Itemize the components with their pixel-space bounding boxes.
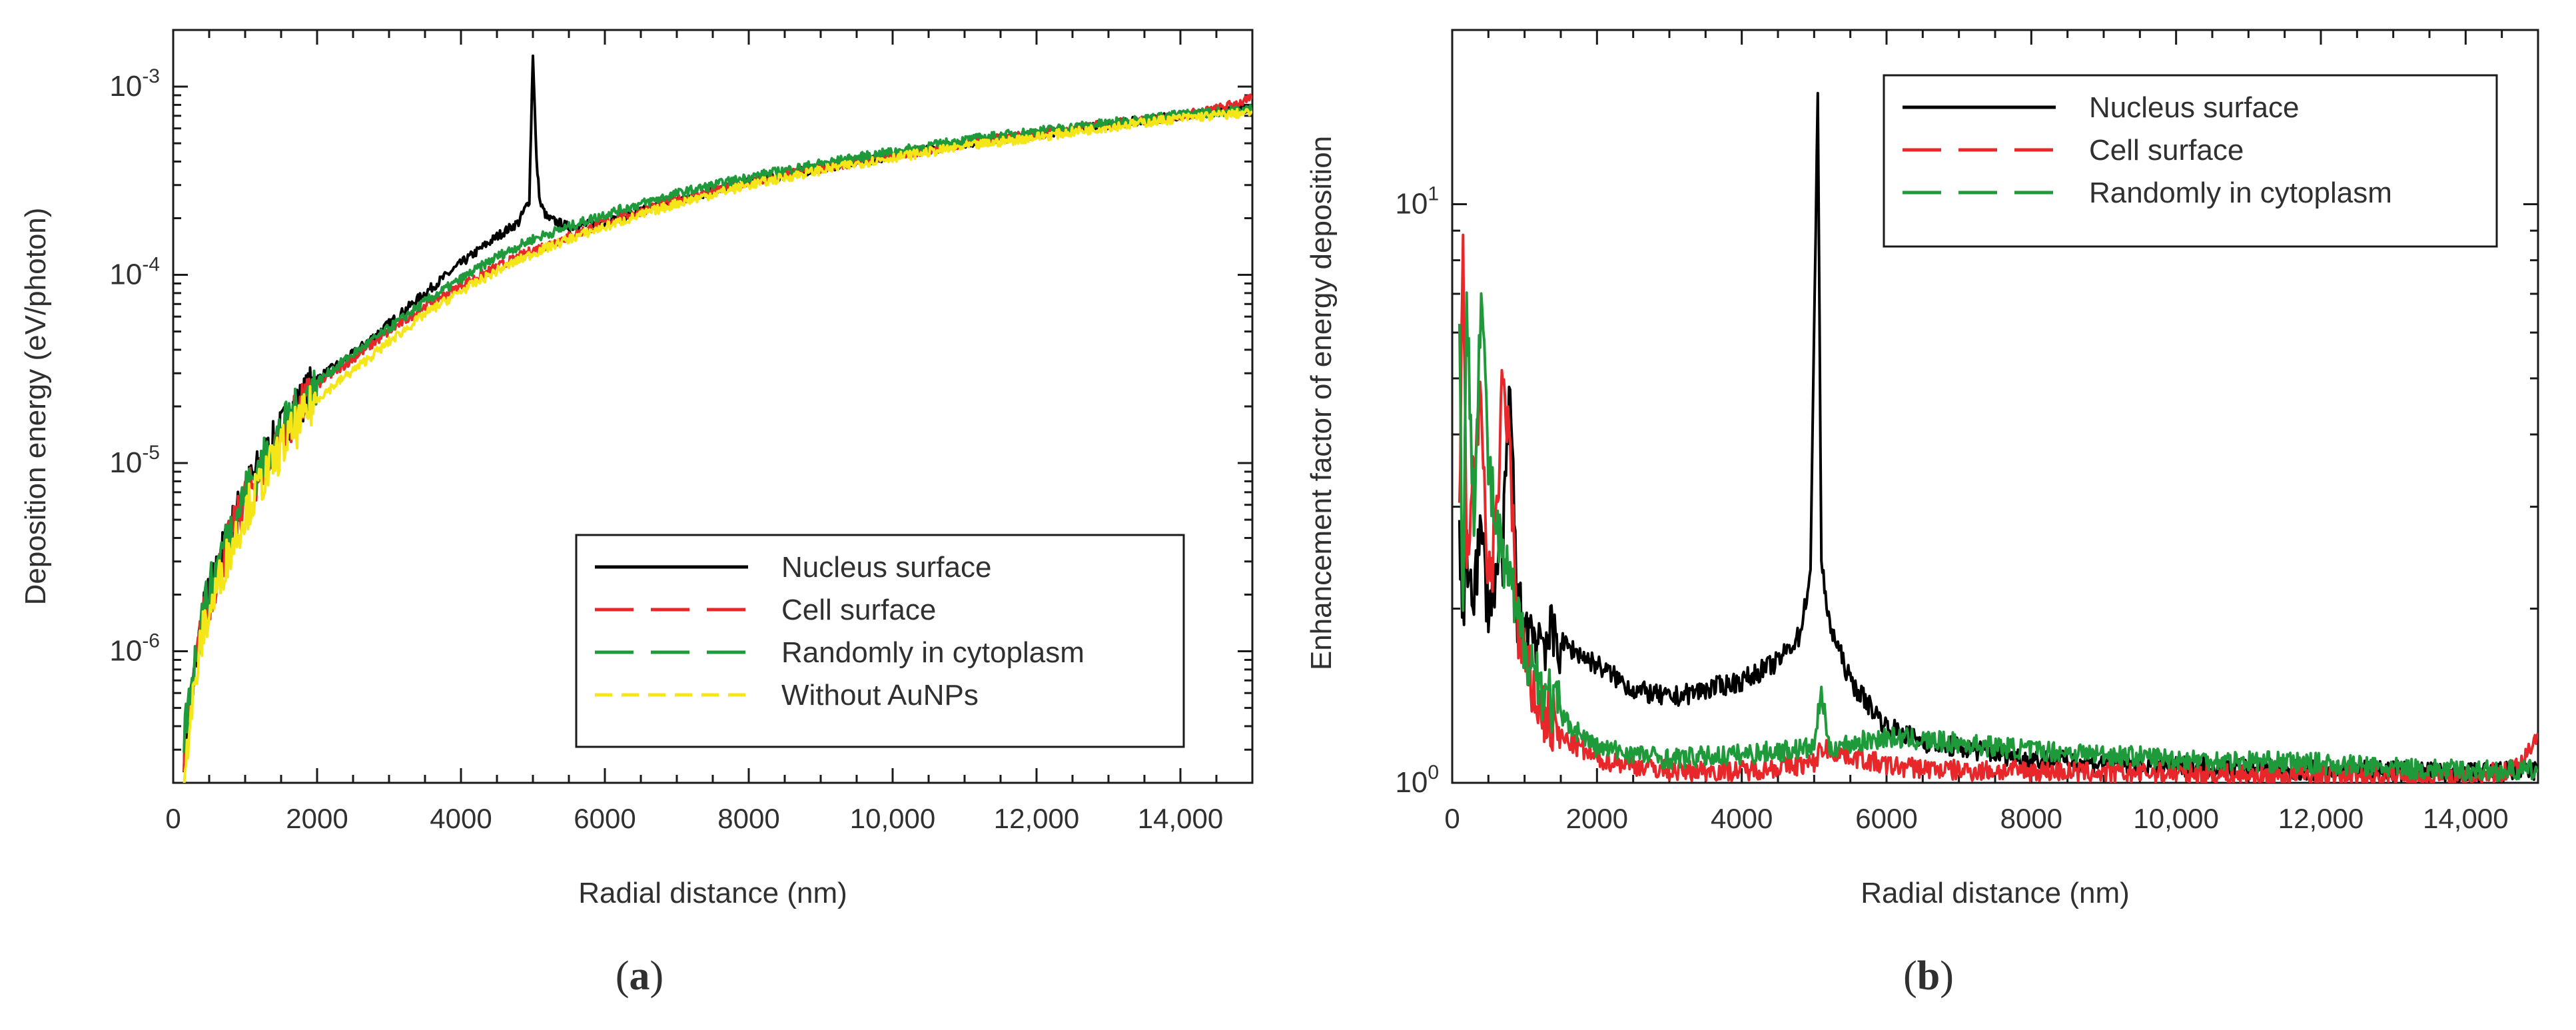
x-tick-label: 0 bbox=[165, 803, 181, 834]
x-tick-label: 2000 bbox=[1566, 803, 1628, 834]
legend-entry-label: Randomly in cytoplasm bbox=[781, 636, 1084, 669]
chart-panel-a: 0 2000 4000 6000 8000 10,000 12,000 14,000 10-6… bbox=[19, 29, 1254, 999]
y-tick-label: 10-3 bbox=[109, 65, 160, 103]
y-tick-label: 100 bbox=[1395, 762, 1439, 799]
x-tick-label: 4000 bbox=[1711, 803, 1773, 834]
legend-entry-label: Nucleus surface bbox=[2089, 91, 2299, 124]
x-tick-label: 10,000 bbox=[2133, 803, 2218, 834]
legend-box-b bbox=[1883, 74, 2498, 248]
y-axis-label-a: Deposition energy (eV/photon) bbox=[19, 208, 52, 606]
series-group-b bbox=[1458, 91, 2538, 783]
legend-a: Nucleus surface Cell surface Randomly in c… bbox=[575, 534, 1185, 748]
x-tick-label: 12,000 bbox=[2278, 803, 2363, 834]
x-tick-label: 4000 bbox=[430, 803, 492, 834]
legend-entry-label: Cell surface bbox=[781, 594, 936, 626]
legend-entry-label: Randomly in cytoplasm bbox=[2089, 177, 2392, 209]
x-axis-label-a: Radial distance (nm) bbox=[578, 877, 847, 909]
y-tick-label: 10-6 bbox=[109, 630, 160, 668]
legend-entry-label: Nucleus surface bbox=[781, 551, 991, 584]
x-tick-label: 14,000 bbox=[1138, 803, 1223, 834]
y-axis-ticks-a: 10-6 10-5 10-4 10-3 bbox=[109, 29, 1252, 784]
series-line-without-aunps bbox=[183, 107, 1252, 783]
x-tick-label: 8000 bbox=[2000, 803, 2062, 834]
legend-box-a bbox=[575, 534, 1185, 748]
x-tick-label: 12,000 bbox=[994, 803, 1079, 834]
x-tick-label: 8000 bbox=[717, 803, 779, 834]
series-group-a bbox=[183, 54, 1252, 783]
chart-panel-b: 0 2000 4000 6000 8000 10,000 12,000 14,000 1001… bbox=[1305, 29, 2539, 999]
x-tick-label: 14,000 bbox=[2423, 803, 2508, 834]
y-axis-ticks-b: 100 101 bbox=[1395, 29, 2538, 799]
x-tick-label: 0 bbox=[1444, 803, 1460, 834]
x-tick-label: 2000 bbox=[286, 803, 348, 834]
x-axis-ticks-a: 0 2000 4000 6000 8000 10,000 12,000 14,000 bbox=[165, 30, 1223, 834]
series-line-randomly-in-cytoplasm bbox=[1458, 291, 2538, 783]
panel-label-a: (a) bbox=[616, 953, 663, 999]
y-tick-label: 10-5 bbox=[109, 442, 160, 479]
x-tick-label: 10,000 bbox=[850, 803, 935, 834]
x-tick-label: 6000 bbox=[1855, 803, 1917, 834]
x-tick-label: 6000 bbox=[574, 803, 636, 834]
y-axis-label-b: Enhancement factor of energy deposition bbox=[1305, 136, 1338, 670]
panel-label-b: (b) bbox=[1903, 953, 1954, 999]
y-tick-label: 10-4 bbox=[109, 254, 160, 291]
legend-entry-label: Cell surface bbox=[2089, 134, 2244, 167]
legend-b: Nucleus surface Cell surface Randomly in c… bbox=[1883, 74, 2498, 248]
series-line-cell-surface bbox=[1458, 233, 2538, 783]
legend-entry-label: Without AuNPs bbox=[781, 679, 979, 712]
y-tick-label: 101 bbox=[1395, 183, 1439, 220]
x-axis-label-b: Radial distance (nm) bbox=[1861, 877, 2130, 909]
